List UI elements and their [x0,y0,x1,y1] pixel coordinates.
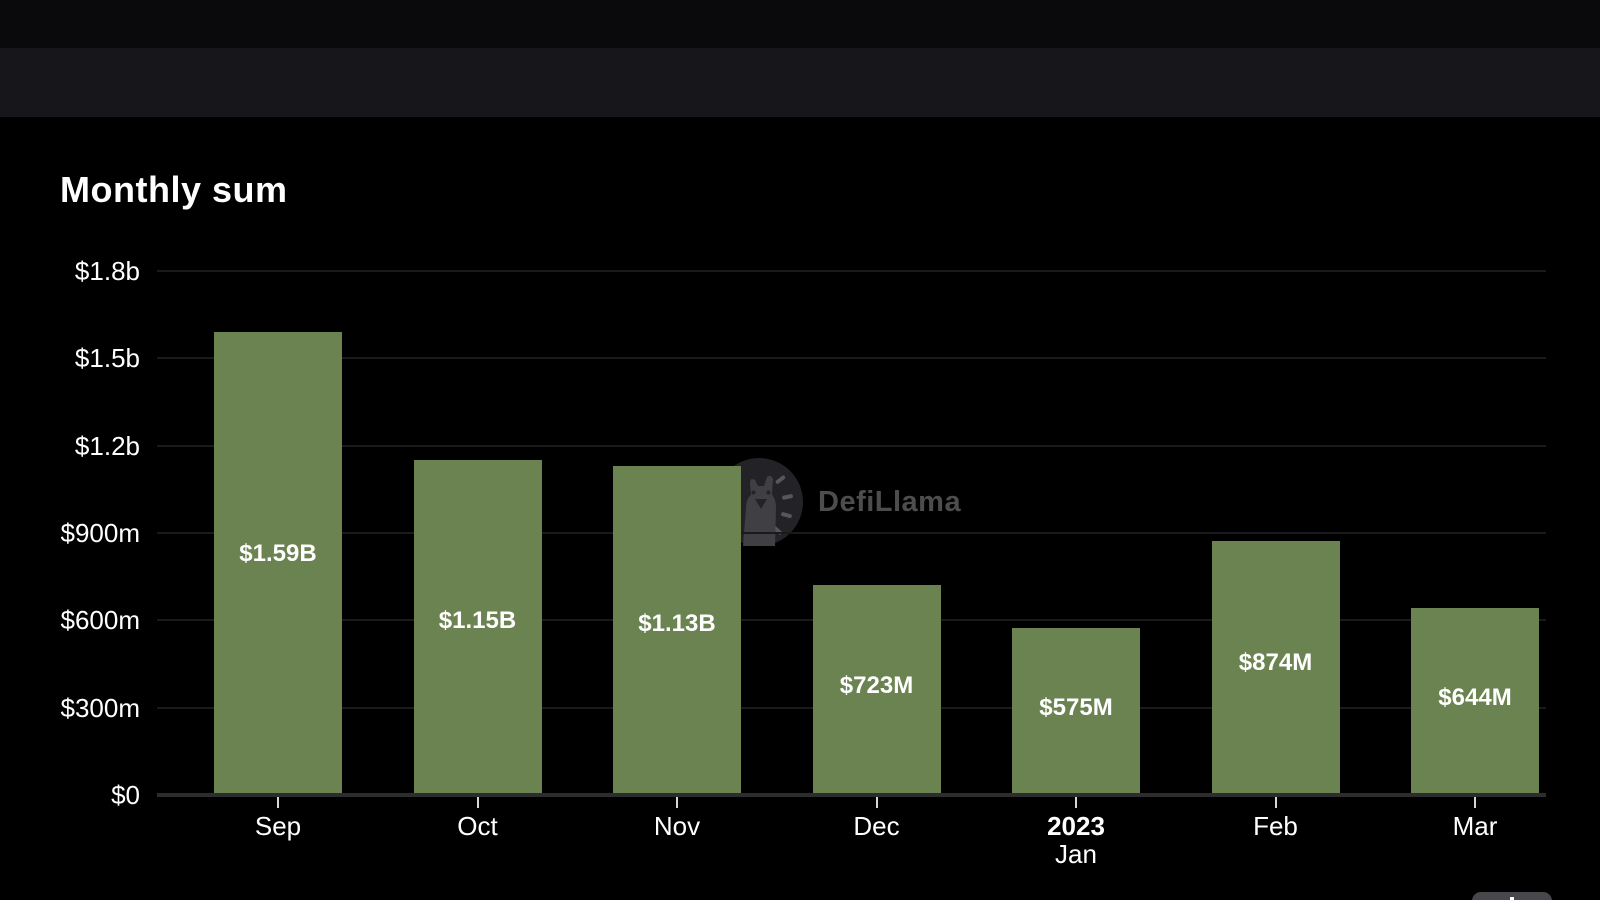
bar-dec[interactable]: $723M [812,584,941,795]
y-axis-tick-label: $1.5b [74,343,140,374]
bar-oct[interactable]: $1.15B [413,460,542,795]
x-axis-tick [1075,797,1077,808]
x-axis-label-line1: 2023 [1047,811,1105,841]
bar-sep[interactable]: $1.59B [214,332,342,795]
gridline [157,270,1546,272]
bar-nov[interactable]: $1.13B [613,466,741,795]
x-axis-label-line1: Nov [653,811,701,841]
y-axis-tick-label: $900m [60,518,141,548]
gridline [157,532,1546,534]
secondary-navbar [0,48,1600,117]
bar-value-label: $644M [1438,683,1512,711]
x-axis-tick [277,797,279,808]
y-axis-tick-label: $1.8b [74,256,140,286]
x-axis-tick [1274,797,1277,808]
bar-chart-menu-icon [1503,897,1521,900]
x-axis-line [157,793,1546,797]
bar-feb[interactable]: $874M [1211,540,1340,795]
y-axis-tick-label: $0 [111,780,140,810]
x-axis-tick [875,797,878,808]
x-axis-tick [476,797,479,808]
x-axis-label-line1: Feb [1253,811,1298,841]
bar-value-label: $1.59B [239,540,317,568]
bar-value-label: $874M [1238,648,1313,676]
chart-context-menu-button[interactable] [1472,892,1552,900]
chart-title: Monthly sum [60,169,288,210]
y-axis-tick-label: $1.2b [74,430,140,461]
bar-jan[interactable]: $575M [1012,627,1140,795]
x-axis-label-line1: Sep [254,811,302,841]
x-axis-label-oct: Oct [457,812,497,840]
y-axis-tick-label: $600m [60,605,141,636]
x-axis-label-line1: Mar [1452,811,1498,841]
x-axis-label-line2: Jan [1055,839,1097,869]
x-axis-label-line1: Oct [457,811,498,841]
gridline [157,444,1546,447]
x-axis-label-sep: Sep [255,812,301,840]
x-axis-label-jan: 2023 Jan [1047,812,1105,868]
y-axis-tick-label: $300m [60,692,141,723]
x-axis-label-line1: Dec [853,811,900,841]
x-axis-tick [676,797,678,808]
x-axis-label-dec: Dec [853,812,899,840]
bar-value-label: $575M [1039,693,1113,721]
x-axis-label-mar: Mar [1453,812,1498,840]
watermark-label: DefiLlama [818,485,962,518]
x-axis-tick [1474,797,1476,808]
top-navbar [0,0,1600,48]
bar-value-label: $723M [839,671,914,699]
bar-mar[interactable]: $644M [1411,607,1539,795]
x-axis-label-nov: Nov [654,812,700,840]
x-axis-label-feb: Feb [1253,812,1298,840]
bar-value-label: $1.13B [638,609,716,637]
bar-value-label: $1.15B [438,606,517,634]
gridline [157,357,1546,360]
